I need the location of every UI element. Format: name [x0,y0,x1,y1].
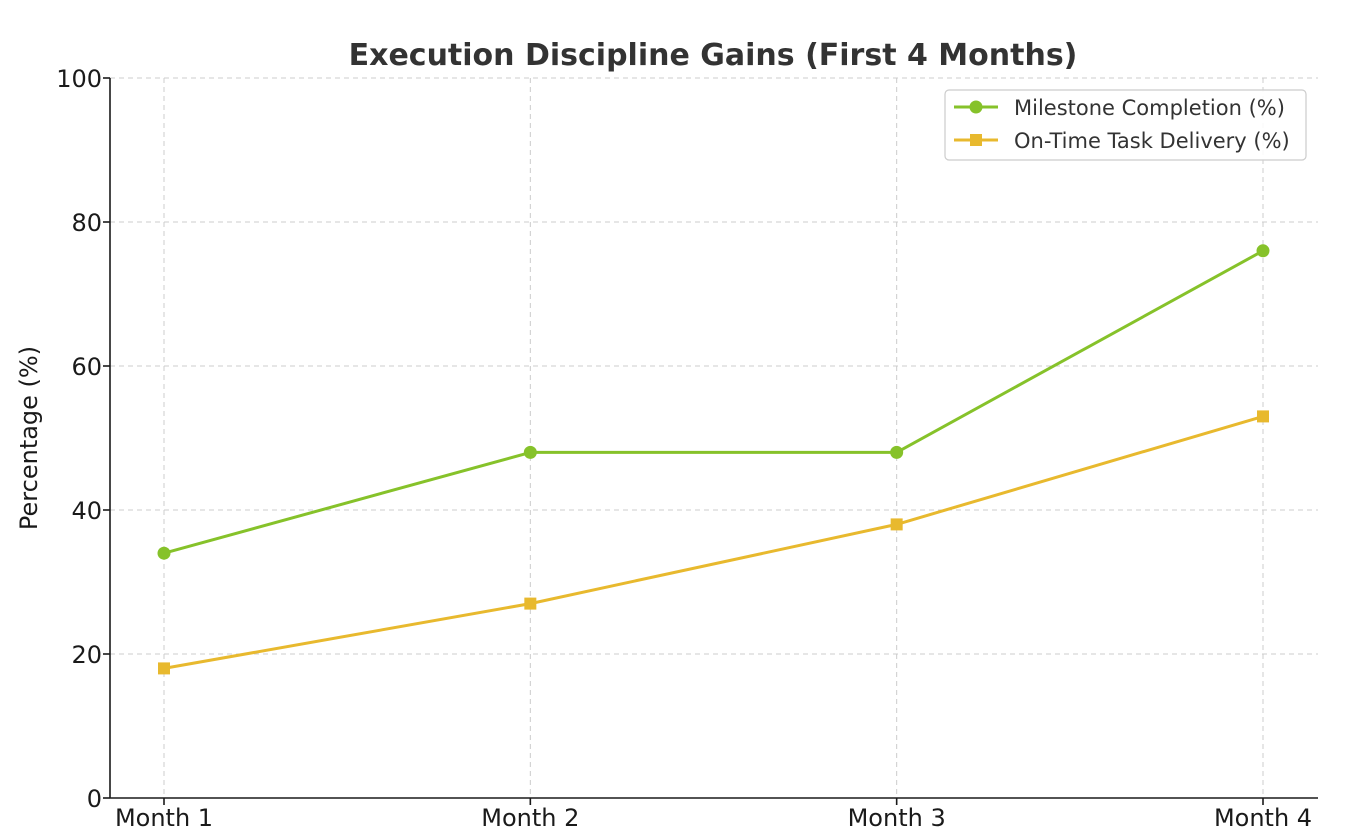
series-2 [158,410,1269,675]
y-tick-label: 60 [71,353,102,381]
y-tick-label: 0 [87,785,102,813]
y-axis-label: Percentage (%) [15,346,43,530]
series-line [163,249,1264,555]
legend-item: On-Time Task Delivery (%) [954,129,1290,153]
y-tick-label: 100 [56,65,102,93]
data-point [890,518,903,531]
data-point [1256,244,1270,258]
legend-box [944,89,1307,161]
series-1 [157,244,1270,560]
data-point [157,546,171,560]
x-tick-label: Month 2 [481,804,579,832]
y-tick-label: 20 [71,641,102,669]
legend-marker [969,100,983,114]
series-line [163,414,1264,670]
data-point [524,597,537,610]
grid [110,77,1318,799]
legend-label: On-Time Task Delivery (%) [1014,129,1290,153]
y-tick-label: 80 [71,209,102,237]
legend: Milestone Completion (%) On-Time Task Del… [944,89,1307,161]
data-point [1257,410,1269,423]
data-point [158,662,170,675]
data-point [523,445,537,459]
legend-item: Milestone Completion (%) [954,96,1285,120]
series [157,244,1270,675]
x-tick-label: Month 1 [115,804,213,832]
legend-marker [970,134,982,146]
axes: 0 20 40 60 80 100 Month 1 Month 2 Month 3 Month 4 [56,65,1318,832]
legend-label: Milestone Completion (%) [1014,96,1285,120]
chart-title: Execution Discipline Gains (First 4 Mont… [349,38,1078,73]
x-tick-label: Month 4 [1214,804,1312,832]
data-point [890,445,904,459]
x-tick-label: Month 3 [848,804,946,832]
y-tick-label: 40 [71,497,102,525]
